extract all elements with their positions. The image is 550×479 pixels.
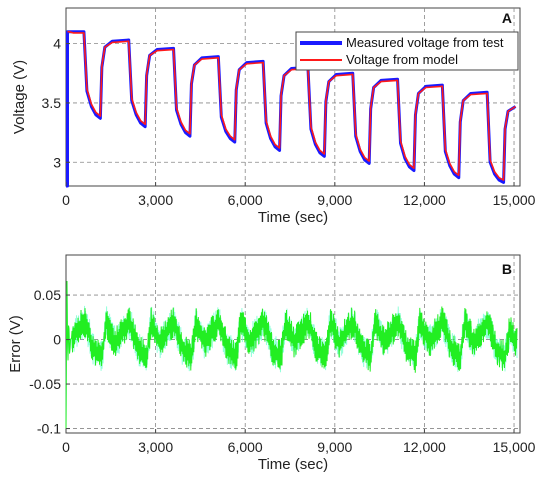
voltage-x-ticks: 0 3,000 6,000 9,000 12,000 15,000 xyxy=(62,182,536,208)
x-tick-label: 9,000 xyxy=(317,192,352,208)
error-chart-panel: 0 3,000 6,000 9,000 12,000 15,000 -0.1-0.0500… xyxy=(7,254,536,473)
model-voltage-line xyxy=(67,30,516,181)
voltage-legend: Measured voltage from test Voltage from … xyxy=(295,31,519,71)
voltage-y-axis-label: Voltage (V) xyxy=(11,60,28,134)
legend-label-model: Voltage from model xyxy=(346,52,458,67)
x-tick-label: 15,000 xyxy=(493,439,536,455)
x-tick-label: 12,000 xyxy=(403,439,446,455)
y-tick-label: 0.05 xyxy=(34,287,61,303)
x-tick-label: 3,000 xyxy=(138,192,173,208)
x-tick-label: 9,000 xyxy=(317,439,352,455)
y-tick-label: 0 xyxy=(53,332,61,348)
voltage-panel-letter: A xyxy=(502,10,512,26)
x-tick-label: 0 xyxy=(62,192,70,208)
voltage-y-ticks: 33.54 xyxy=(42,36,70,170)
x-tick-label: 6,000 xyxy=(228,439,263,455)
x-tick-label: 3,000 xyxy=(138,439,173,455)
y-tick-label: 3 xyxy=(53,154,61,170)
voltage-x-axis-label: Time (sec) xyxy=(258,209,328,226)
x-tick-label: 6,000 xyxy=(228,192,263,208)
error-y-ticks: -0.1 -0.05 0 0.05 xyxy=(29,287,70,437)
error-series-line xyxy=(65,281,518,429)
x-tick-label: 12,000 xyxy=(403,192,446,208)
legend-box xyxy=(295,31,519,71)
error-x-ticks: 0 3,000 6,000 9,000 12,000 15,000 xyxy=(62,429,536,455)
x-tick-label: 0 xyxy=(62,439,70,455)
y-tick-label: -0.05 xyxy=(29,376,61,392)
error-x-axis-label: Time (sec) xyxy=(258,456,328,473)
voltage-series-group xyxy=(65,30,517,188)
error-series-group xyxy=(65,281,518,429)
legend-label-measured: Measured voltage from test xyxy=(346,35,504,50)
error-y-axis-label: Error (V) xyxy=(7,315,24,373)
voltage-chart-panel: 0 3,000 6,000 9,000 12,000 15,000 33.54 Time … xyxy=(11,7,536,226)
error-panel-letter: B xyxy=(502,261,512,277)
error-band-line xyxy=(65,281,518,429)
y-tick-label: 4 xyxy=(53,36,61,52)
y-tick-label: 3.5 xyxy=(42,95,62,111)
x-tick-label: 15,000 xyxy=(493,192,536,208)
y-tick-label: -0.1 xyxy=(37,421,61,437)
